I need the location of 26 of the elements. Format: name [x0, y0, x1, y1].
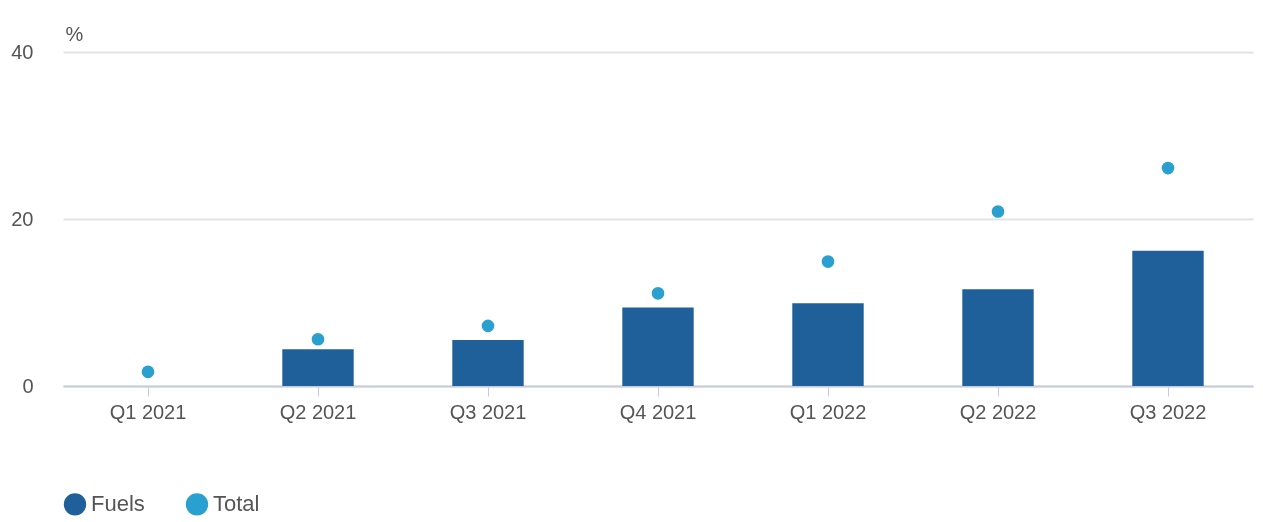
x-tick-label: Q4 2021: [619, 400, 697, 423]
y-tick-label: 40: [11, 40, 34, 63]
bar: [962, 289, 1034, 386]
point: [821, 255, 835, 268]
bar: [452, 340, 524, 386]
y-axis-title: %: [65, 22, 84, 45]
legend-label: Total: [213, 491, 260, 517]
point: [311, 332, 325, 346]
x-tick-label: Q2 2021: [279, 400, 357, 423]
point: [141, 365, 155, 379]
bar: [282, 349, 354, 386]
bar: [792, 303, 864, 386]
legend-label: Fuels: [91, 491, 145, 517]
y-tick-label: 0: [22, 374, 34, 397]
point: [481, 319, 495, 333]
bar: [622, 307, 694, 386]
point: [991, 205, 1005, 218]
x-tick-label: Q3 2022: [1129, 400, 1207, 423]
bar: [1132, 250, 1204, 386]
x-tick-label: Q1 2022: [789, 400, 867, 423]
point: [1161, 161, 1175, 175]
point: [651, 287, 665, 300]
x-tick-label: Q3 2021: [449, 400, 527, 423]
x-tick-label: Q1 2021: [109, 400, 187, 423]
x-tick-label: Q2 2022: [959, 400, 1037, 423]
y-tick-label: 20: [11, 207, 34, 230]
